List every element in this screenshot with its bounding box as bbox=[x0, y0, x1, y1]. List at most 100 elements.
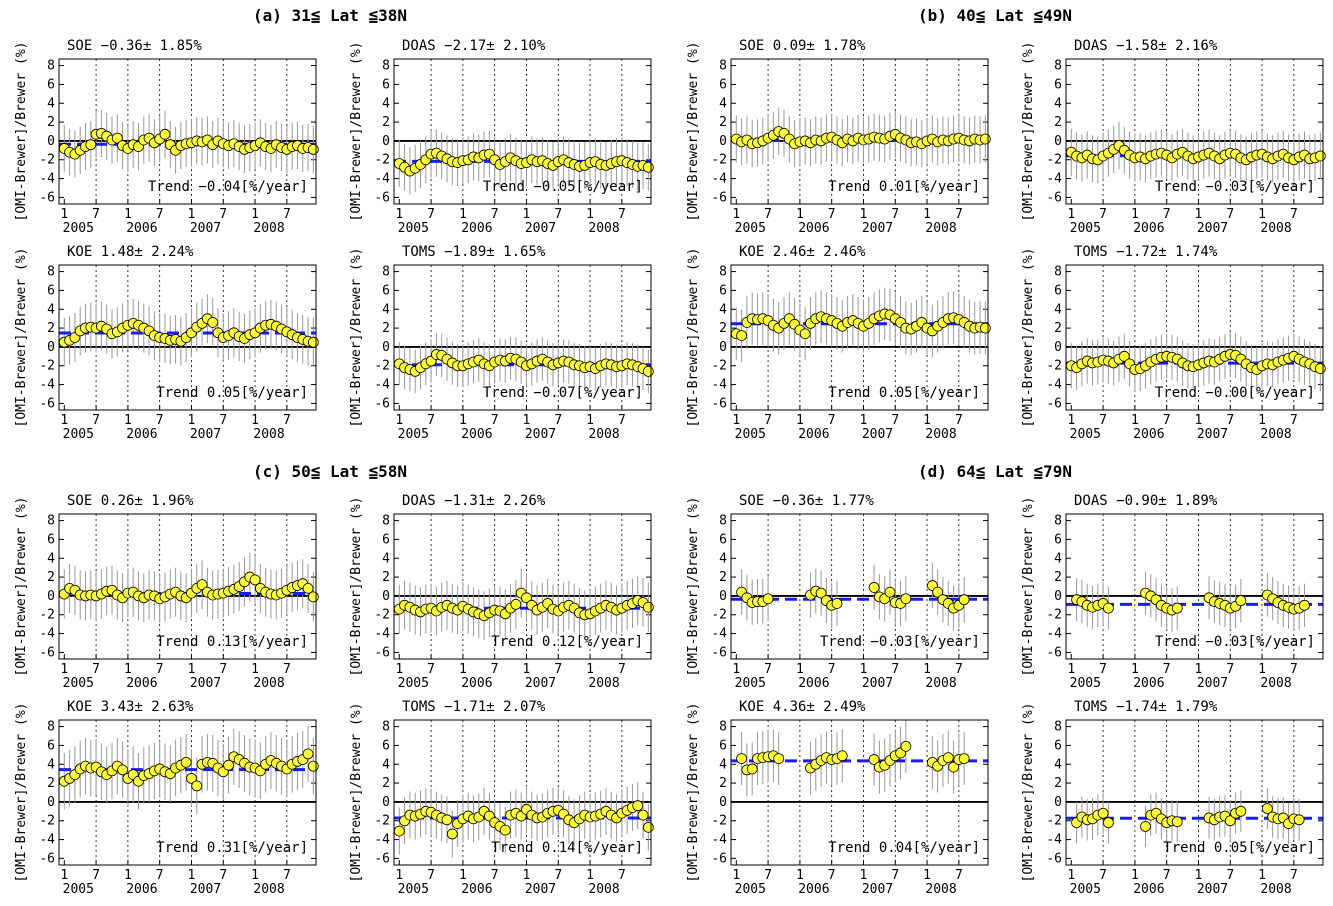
x-tick-label: 7 bbox=[427, 207, 435, 222]
x-tick-label: 1 bbox=[1195, 207, 1203, 222]
year-label: 2008 bbox=[925, 221, 956, 236]
x-tick-label: 1 bbox=[395, 868, 403, 883]
point bbox=[836, 750, 848, 762]
y-tick-label: -4 bbox=[1046, 172, 1062, 187]
x-tick-label: 7 bbox=[828, 413, 836, 428]
y-tick-label: 8 bbox=[1054, 265, 1062, 280]
y-tick-label: 2 bbox=[719, 570, 727, 585]
point bbox=[223, 759, 234, 771]
x-tick-label: 1 bbox=[251, 207, 259, 222]
y-tick-label: -4 bbox=[374, 172, 390, 187]
x-tick-label: 1 bbox=[1195, 868, 1203, 883]
x-tick-label: 7 bbox=[764, 662, 772, 677]
x-tick-label: 7 bbox=[427, 662, 435, 677]
point bbox=[249, 574, 261, 586]
y-tick-label: 8 bbox=[47, 720, 55, 735]
y-tick-label: 2 bbox=[382, 115, 390, 130]
y-axis-label: [OMI-Brewer]/Brewer (%) bbox=[686, 702, 701, 882]
annotation: Trend −0.03[%/year] bbox=[820, 634, 980, 650]
y-tick-label: 6 bbox=[382, 532, 390, 547]
x-tick-label: 7 bbox=[1163, 662, 1171, 677]
x-tick-label: 7 bbox=[1290, 662, 1298, 677]
y-tick-label: 0 bbox=[47, 589, 55, 604]
y-tick-label: 0 bbox=[1054, 340, 1062, 355]
plot-frame bbox=[730, 719, 989, 866]
annotation: Trend 0.04[%/year] bbox=[828, 840, 980, 856]
y-tick-label: -6 bbox=[711, 396, 727, 411]
x-tick-label: 7 bbox=[219, 207, 227, 222]
x-tick-label: 1 bbox=[459, 413, 467, 428]
x-tick-label: 7 bbox=[554, 868, 562, 883]
y-tick-label: -2 bbox=[374, 359, 390, 374]
x-tick-label: 1 bbox=[732, 207, 740, 222]
y-tick-label: -6 bbox=[711, 645, 727, 660]
x-tick-label: 1 bbox=[923, 413, 931, 428]
y-tick-label: 2 bbox=[47, 776, 55, 791]
y-tick-label: 0 bbox=[382, 589, 390, 604]
y-tick-label: 4 bbox=[47, 551, 55, 566]
year-label: 2005 bbox=[735, 676, 766, 691]
y-axis-label: [OMI-Brewer]/Brewer (%) bbox=[349, 496, 364, 676]
year-label: 2008 bbox=[1260, 882, 1291, 897]
plot-frame bbox=[730, 513, 989, 660]
point bbox=[180, 756, 192, 768]
group-title: (d) 64≦ Lat ≦79N bbox=[918, 462, 1072, 481]
plot-frame bbox=[1065, 513, 1324, 660]
y-axis-label: [OMI-Brewer]/Brewer (%) bbox=[686, 41, 701, 221]
y-tick-label: -2 bbox=[1046, 153, 1062, 168]
point bbox=[1118, 350, 1130, 362]
x-tick-label: 7 bbox=[1290, 207, 1298, 222]
point bbox=[1224, 815, 1236, 827]
point bbox=[207, 317, 219, 328]
annotation: Trend −0.03[%/year] bbox=[1155, 634, 1315, 650]
chart-title: TOMS −1.74± 1.79% bbox=[1074, 699, 1218, 715]
x-tick-label: 1 bbox=[796, 207, 804, 222]
x-tick-label: 7 bbox=[1290, 413, 1298, 428]
y-tick-label: 6 bbox=[1054, 738, 1062, 753]
y-axis-label: [OMI-Brewer]/Brewer (%) bbox=[14, 496, 29, 676]
y-tick-label: 8 bbox=[1054, 514, 1062, 529]
point bbox=[1102, 817, 1114, 829]
x-tick-label: 1 bbox=[586, 207, 594, 222]
y-tick-label: 8 bbox=[719, 720, 727, 735]
year-label: 2005 bbox=[63, 676, 94, 691]
y-tick-label: 0 bbox=[382, 795, 390, 810]
year-label: 2006 bbox=[126, 676, 157, 691]
year-label: 2006 bbox=[461, 882, 492, 897]
x-tick-label: 1 bbox=[188, 662, 196, 677]
y-tick-label: 0 bbox=[719, 795, 727, 810]
y-tick-label: 4 bbox=[719, 551, 727, 566]
point bbox=[642, 365, 654, 377]
point bbox=[632, 800, 644, 812]
plot-frame bbox=[730, 58, 989, 205]
year-label: 2006 bbox=[461, 427, 492, 442]
y-tick-label: -4 bbox=[39, 627, 55, 642]
year-label: 2008 bbox=[925, 676, 956, 691]
y-tick-label: -2 bbox=[39, 359, 55, 374]
x-tick-label: 1 bbox=[1131, 413, 1139, 428]
year-label: 2007 bbox=[525, 882, 556, 897]
x-tick-label: 1 bbox=[923, 868, 931, 883]
year-label: 2006 bbox=[126, 427, 157, 442]
year-label: 2006 bbox=[798, 427, 829, 442]
y-tick-label: -4 bbox=[1046, 833, 1062, 848]
year-label: 2007 bbox=[1197, 676, 1228, 691]
year-label: 2005 bbox=[1070, 427, 1101, 442]
x-tick-label: 1 bbox=[1067, 868, 1075, 883]
point bbox=[979, 322, 991, 334]
plot-frame bbox=[58, 264, 317, 411]
y-tick-label: 4 bbox=[719, 302, 727, 317]
y-tick-label: 2 bbox=[719, 321, 727, 336]
y-tick-label: 4 bbox=[47, 757, 55, 772]
year-label: 2007 bbox=[1197, 427, 1228, 442]
y-tick-label: -2 bbox=[711, 359, 727, 374]
x-tick-label: 1 bbox=[459, 207, 467, 222]
y-tick-label: -6 bbox=[1046, 190, 1062, 205]
group-title: (a) 31≦ Lat ≦38N bbox=[253, 6, 407, 25]
year-label: 2006 bbox=[1133, 882, 1164, 897]
year-label: 2006 bbox=[1133, 676, 1164, 691]
chart-title: KOE 1.48± 2.24% bbox=[67, 244, 194, 260]
